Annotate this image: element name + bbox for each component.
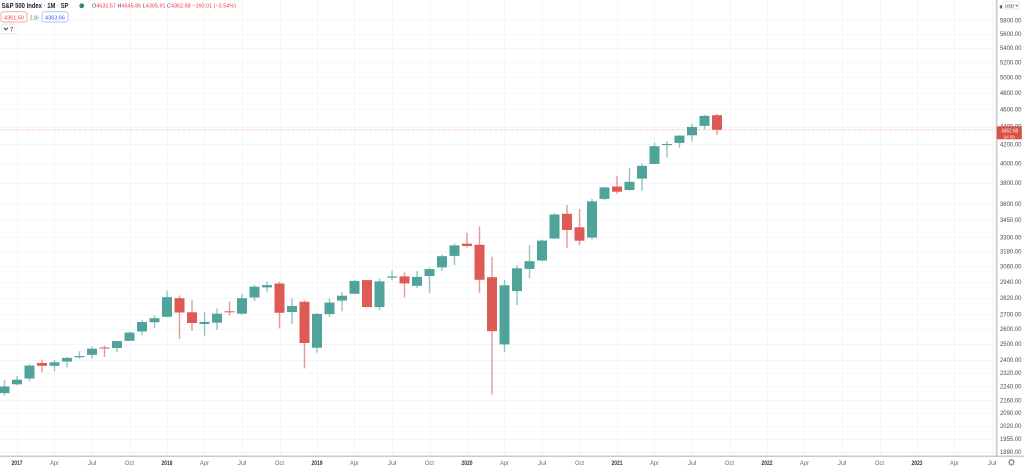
svg-text:3060.00: 3060.00 xyxy=(1000,264,1022,270)
svg-text:4362.68: 4362.68 xyxy=(1001,129,1018,135)
svg-text:4363.66: 4363.66 xyxy=(45,16,65,22)
svg-text:2090.00: 2090.00 xyxy=(1000,411,1022,417)
svg-text:4600.00: 4600.00 xyxy=(1000,108,1022,114)
svg-text:Oct: Oct xyxy=(425,461,434,467)
svg-text:4000.00: 4000.00 xyxy=(1000,161,1022,167)
svg-text:Jul: Jul xyxy=(538,461,547,467)
svg-text:7: 7 xyxy=(10,27,14,34)
svg-text:3450.00: 3450.00 xyxy=(1000,218,1022,224)
svg-text:1955.00: 1955.00 xyxy=(1000,437,1022,443)
svg-text:Oct: Oct xyxy=(275,461,284,467)
svg-text:4800.00: 4800.00 xyxy=(1000,91,1022,97)
svg-text:2022: 2022 xyxy=(762,461,774,467)
svg-text:2500.00: 2500.00 xyxy=(1000,342,1022,348)
svg-text:2017: 2017 xyxy=(12,461,24,467)
svg-text:2021: 2021 xyxy=(612,461,624,467)
svg-text:Apr: Apr xyxy=(650,461,659,467)
svg-text:Apr: Apr xyxy=(200,461,209,467)
svg-text:3800.00: 3800.00 xyxy=(1000,181,1022,187)
svg-text:9d 6h: 9d 6h xyxy=(1003,135,1015,141)
svg-text:5600.00: 5600.00 xyxy=(1000,32,1022,38)
svg-text:Jul: Jul xyxy=(238,461,247,467)
svg-text:Oct: Oct xyxy=(725,461,734,467)
svg-text:S&P 500 Index · 1M · SP: S&P 500 Index · 1M · SP xyxy=(2,3,69,10)
svg-text:3300.00: 3300.00 xyxy=(1000,235,1022,241)
svg-text:2018: 2018 xyxy=(162,461,174,467)
svg-text:Oct: Oct xyxy=(875,461,884,467)
svg-text:Jul: Jul xyxy=(88,461,97,467)
svg-text:Jul: Jul xyxy=(688,461,697,467)
svg-text:2019: 2019 xyxy=(312,461,324,467)
svg-text:2820.00: 2820.00 xyxy=(1000,296,1022,302)
svg-text:2700.00: 2700.00 xyxy=(1000,313,1022,319)
svg-text:2400.00: 2400.00 xyxy=(1000,358,1022,364)
svg-text:Apr: Apr xyxy=(500,461,509,467)
svg-text:5800.00: 5800.00 xyxy=(1000,18,1022,24)
svg-text:Jul: Jul xyxy=(388,461,397,467)
svg-text:2320.00: 2320.00 xyxy=(1000,371,1022,377)
svg-text:1890.00: 1890.00 xyxy=(1000,450,1022,456)
svg-text:Oct: Oct xyxy=(125,461,134,467)
svg-text:2600.00: 2600.00 xyxy=(1000,327,1022,333)
svg-text:2160.00: 2160.00 xyxy=(1000,398,1022,404)
svg-text:4361.50: 4361.50 xyxy=(4,16,24,22)
svg-text:O4531.57 H4545.85 L4305.91 C43: O4531.57 H4545.85 L4305.91 C4362.68 −160… xyxy=(92,4,236,10)
svg-text:2023: 2023 xyxy=(912,461,924,467)
svg-text:2.16: 2.16 xyxy=(30,15,39,21)
svg-text:Apr: Apr xyxy=(350,461,359,467)
svg-text:4200.00: 4200.00 xyxy=(1000,143,1022,149)
svg-text:2020.00: 2020.00 xyxy=(1000,424,1022,430)
svg-text:Oct: Oct xyxy=(575,461,584,467)
svg-text:Jul: Jul xyxy=(838,461,847,467)
svg-text:5000.00: 5000.00 xyxy=(1000,75,1022,81)
svg-text:2240.00: 2240.00 xyxy=(1000,384,1022,390)
svg-text:Apr: Apr xyxy=(800,461,809,467)
svg-text:3600.00: 3600.00 xyxy=(1000,202,1022,208)
svg-text:5400.00: 5400.00 xyxy=(1000,46,1022,52)
svg-text:3180.00: 3180.00 xyxy=(1000,250,1022,256)
svg-text:Jul: Jul xyxy=(988,461,997,467)
svg-text:5200.00: 5200.00 xyxy=(1000,60,1022,66)
svg-text:2020: 2020 xyxy=(462,461,474,467)
svg-text:USD: USD xyxy=(1005,3,1014,9)
svg-text:Apr: Apr xyxy=(50,461,59,467)
svg-text:2940.00: 2940.00 xyxy=(1000,280,1022,286)
svg-text:Apr: Apr xyxy=(950,461,959,467)
